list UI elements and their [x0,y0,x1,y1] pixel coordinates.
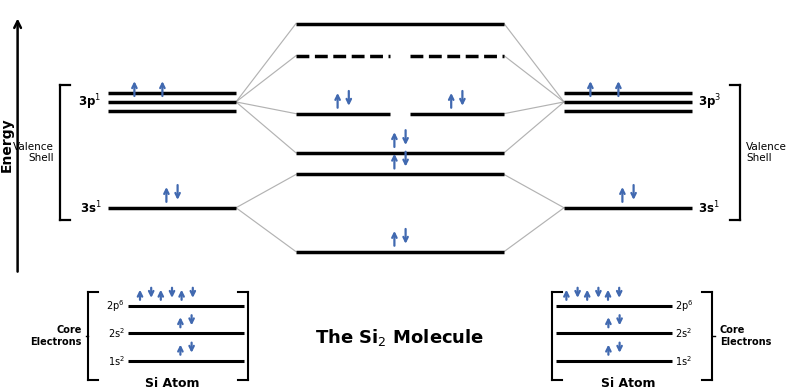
Text: The Si$_2$ Molecule: The Si$_2$ Molecule [315,327,485,348]
Text: 3p$^1$: 3p$^1$ [78,92,102,112]
Text: 2s$^2$: 2s$^2$ [675,326,692,340]
Text: Valence
Shell: Valence Shell [13,142,54,163]
Text: 3s$^1$: 3s$^1$ [698,200,720,216]
Text: 2p$^6$: 2p$^6$ [675,298,694,314]
Text: Core
Electrons: Core Electrons [720,325,771,347]
Text: 2s$^2$: 2s$^2$ [108,326,125,340]
Text: 3p$^3$: 3p$^3$ [698,92,722,112]
Text: Si Atom: Si Atom [601,377,655,390]
Text: 1s$^2$: 1s$^2$ [108,354,125,368]
Text: 2p$^6$: 2p$^6$ [106,298,125,314]
Text: 3s$^1$: 3s$^1$ [80,200,102,216]
Text: Core
Electrons: Core Electrons [30,325,82,347]
Text: Valence
Shell: Valence Shell [746,142,787,163]
Text: Si Atom: Si Atom [145,377,199,390]
Text: 1s$^2$: 1s$^2$ [675,354,692,368]
Text: Energy: Energy [0,118,14,172]
